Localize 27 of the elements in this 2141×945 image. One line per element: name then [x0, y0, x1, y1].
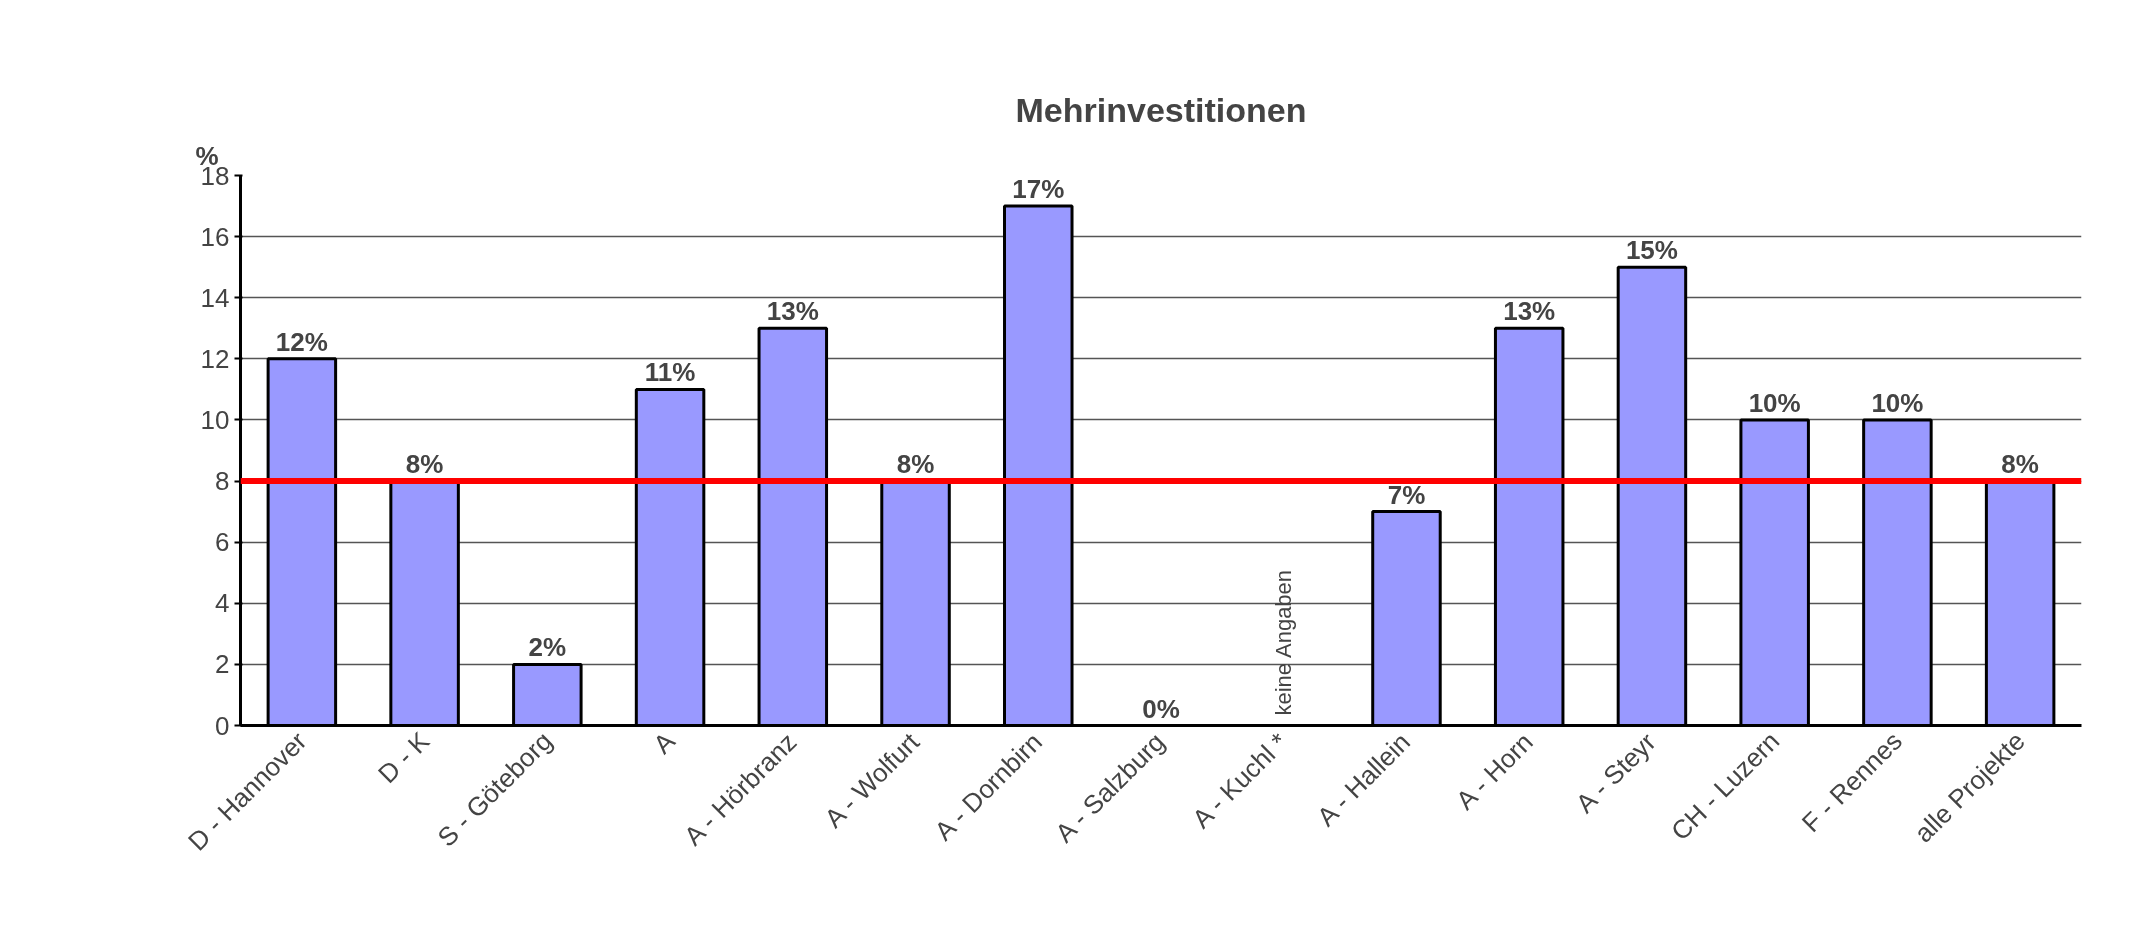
data-label: 8% — [2001, 449, 2039, 480]
y-tick-label: 8 — [215, 466, 230, 497]
data-label: 17% — [1012, 174, 1065, 205]
y-tick-label: 16 — [200, 221, 230, 252]
data-label: 11% — [644, 357, 696, 388]
data-label: 8% — [896, 449, 935, 480]
chart-title: Mehrinvestitionen — [1015, 90, 1307, 129]
data-label: 8% — [405, 449, 444, 480]
data-label: 10% — [1871, 387, 1924, 418]
data-label: 13% — [766, 296, 819, 327]
y-tick-label: 12 — [200, 343, 230, 374]
data-label: 15% — [1625, 235, 1678, 266]
data-label: 12% — [275, 326, 328, 357]
x-tick-label: D - K — [372, 725, 436, 789]
y-tick-label: 10 — [200, 404, 230, 435]
data-label: 10% — [1748, 387, 1801, 418]
data-label: 13% — [1503, 296, 1556, 327]
y-tick-label: 4 — [215, 588, 230, 619]
y-tick-label: 2 — [215, 649, 230, 680]
data-label: 7% — [1387, 479, 1426, 510]
annotation: keine Angaben — [1271, 569, 1297, 716]
y-tick-label: 6 — [215, 527, 230, 558]
data-label: 0% — [1142, 693, 1180, 724]
y-tick-label: 0 — [215, 710, 230, 741]
y-tick-label: 14 — [200, 282, 230, 313]
data-label: 2% — [528, 632, 567, 663]
x-tick-label: A — [647, 725, 682, 760]
